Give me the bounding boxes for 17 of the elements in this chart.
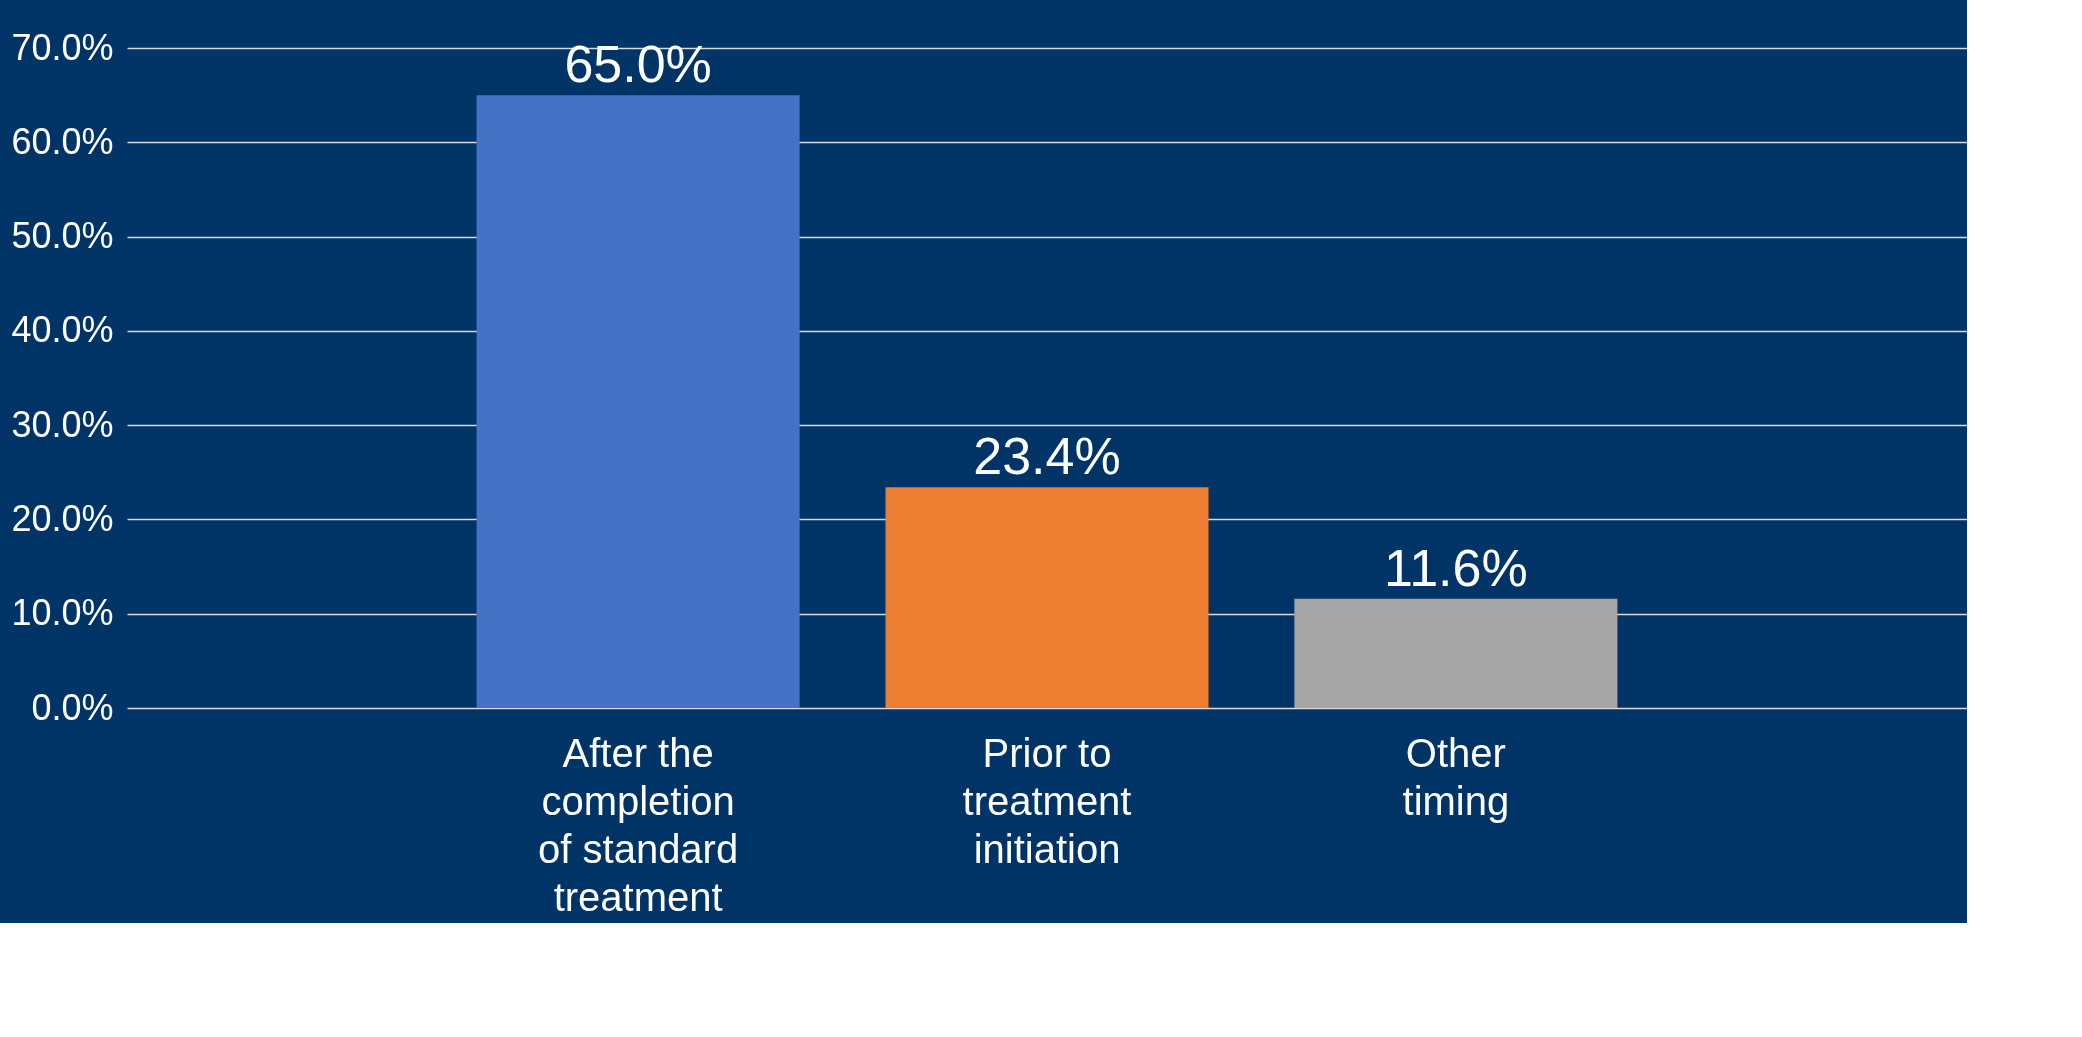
y-tick-label: 0.0% <box>31 686 114 728</box>
data-label: 23.4% <box>973 427 1121 486</box>
y-tick-label: 60.0% <box>11 120 114 162</box>
y-tick-label: 10.0% <box>11 592 114 634</box>
x-tick-label: Other timing <box>1402 730 1510 823</box>
y-tick-label: 20.0% <box>11 497 114 539</box>
y-tick-label: 50.0% <box>11 215 114 257</box>
x-tick-label: Prior to treatment initiation <box>962 730 1132 871</box>
bar <box>885 487 1209 708</box>
y-tick-label: 30.0% <box>11 403 114 445</box>
y-tick-label: 40.0% <box>11 309 114 351</box>
data-label: 65.0% <box>564 35 712 94</box>
bar <box>1294 598 1618 708</box>
x-tick-label: After the completion of standard treatment <box>538 730 739 919</box>
data-label: 11.6% <box>1384 538 1528 597</box>
bar <box>476 95 800 708</box>
y-tick-label: 70.0% <box>11 26 114 68</box>
